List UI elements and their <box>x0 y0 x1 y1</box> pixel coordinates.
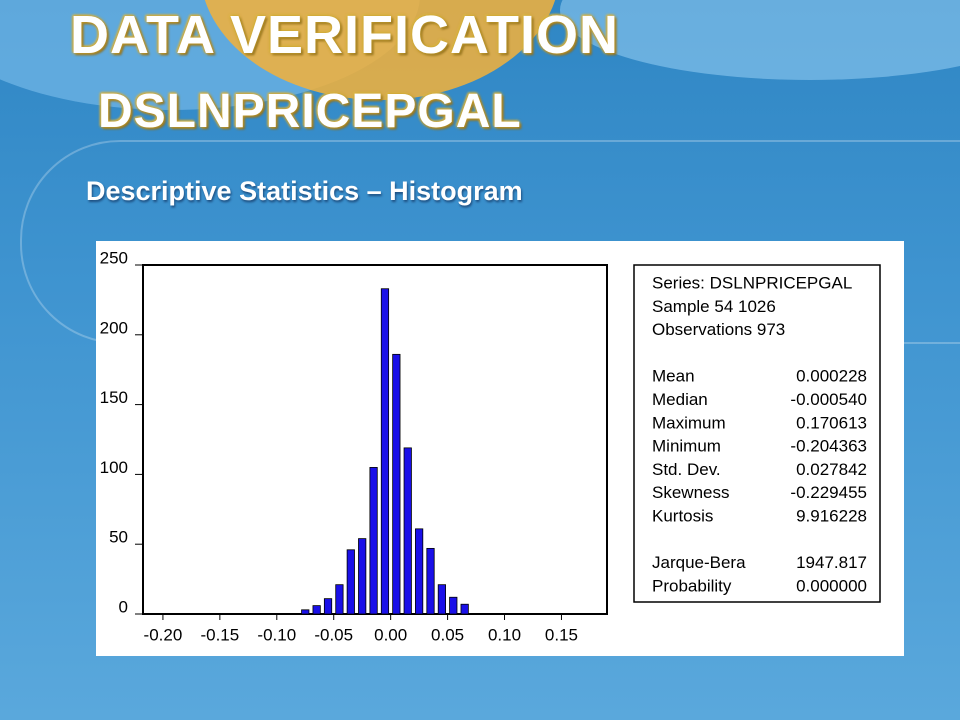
stats-label: Skewness <box>652 483 729 502</box>
stats-value: 0.000228 <box>796 367 867 386</box>
x-tick-label: 0.00 <box>374 625 407 644</box>
stats-label: Std. Dev. <box>652 460 721 479</box>
stats-label: Maximum <box>652 413 726 432</box>
x-tick-label: -0.15 <box>200 625 239 644</box>
bar <box>449 596 458 615</box>
bar <box>323 598 333 615</box>
stats-value: 0.000000 <box>796 576 867 595</box>
chart-panel <box>96 241 904 656</box>
x-tick-label: -0.05 <box>314 625 353 644</box>
bar <box>301 609 310 615</box>
x-tick-label: 0.05 <box>431 625 464 644</box>
bar <box>392 353 401 615</box>
stats-label: Mean <box>652 367 695 386</box>
y-tick-label: 100 <box>100 458 128 477</box>
x-tick-label: -0.20 <box>144 625 183 644</box>
bar <box>426 547 435 615</box>
stats-value: 0.027842 <box>796 460 867 479</box>
stats-line: Observations 973 <box>652 320 785 339</box>
stats-label: Probability <box>652 576 732 595</box>
bar <box>358 538 367 615</box>
bar <box>369 467 378 615</box>
stats-value: 0.170613 <box>796 413 867 432</box>
bar <box>437 584 446 615</box>
stats-value: -0.229455 <box>790 483 867 502</box>
bar <box>415 528 424 615</box>
x-tick-label: -0.10 <box>257 625 296 644</box>
bar <box>312 605 321 615</box>
y-tick-label: 50 <box>109 528 128 547</box>
bar <box>335 584 344 615</box>
stats-label: Kurtosis <box>652 506 713 525</box>
stats-box <box>633 264 881 603</box>
stats-label: Median <box>652 390 708 409</box>
stats-value: -0.000540 <box>790 390 867 409</box>
stats-value: -0.204363 <box>790 437 867 456</box>
stats-value: 9.916228 <box>796 506 867 525</box>
y-tick-label: 150 <box>100 388 128 407</box>
x-tick-label: 0.10 <box>488 625 521 644</box>
stats-line: Sample 54 1026 <box>652 297 776 316</box>
y-tick-label: 0 <box>119 597 128 616</box>
bar <box>346 549 355 615</box>
title: DATA VERIFICATION <box>70 5 619 65</box>
stats-line: Series: DSLNPRICEPGAL <box>652 273 852 292</box>
section-heading: Descriptive Statistics – Histogram <box>86 176 523 206</box>
stats-label: Minimum <box>652 437 721 456</box>
x-tick-label: 0.15 <box>545 625 578 644</box>
stats-value: 1947.817 <box>796 553 867 572</box>
bar <box>460 603 469 615</box>
bar <box>403 447 412 615</box>
y-tick-label: 200 <box>100 318 128 337</box>
stats-label: Jarque-Bera <box>652 553 746 572</box>
y-tick-label: 250 <box>100 248 128 267</box>
subtitle: DSLNPRICEPGAL <box>98 85 522 138</box>
bar <box>380 288 390 615</box>
